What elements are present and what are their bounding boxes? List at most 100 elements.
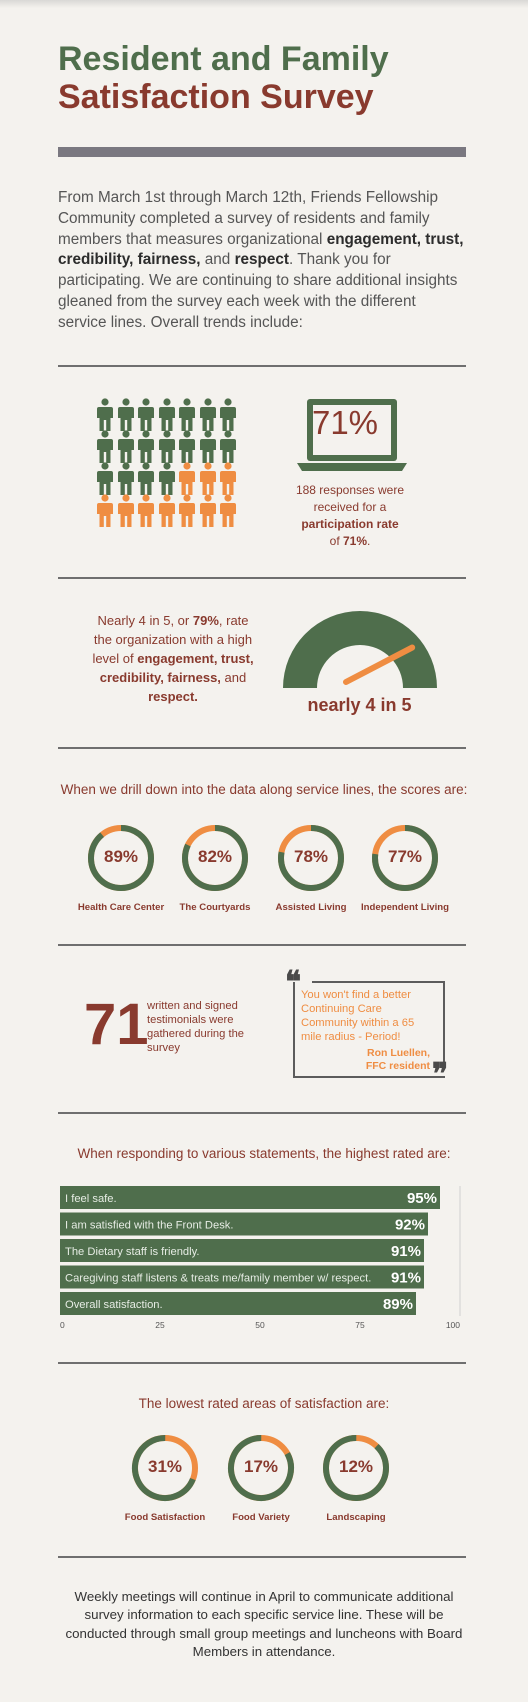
chart-category-label: Caregiving staff listens & treats me/fam… <box>65 1273 371 1285</box>
quote-frame-right <box>443 981 445 1063</box>
chart-tick-label: 0 <box>60 1320 65 1330</box>
chart-tick-label: 25 <box>155 1320 165 1330</box>
person-icon <box>138 430 154 463</box>
page-title: Resident and Family Satisfaction Survey <box>58 40 389 116</box>
chart-value-label: 91% <box>391 1243 421 1260</box>
person-icon <box>138 494 154 527</box>
person-icon <box>97 430 113 463</box>
donut-label: Landscaping <box>326 1512 386 1523</box>
participation-text: 188 responses were received for a partic… <box>290 482 410 550</box>
intro-bold-1: engagement, trust, credibility, fairness… <box>58 230 464 269</box>
gauge-needle <box>343 644 416 685</box>
engagement-text-1: Nearly 4 in 5, or <box>97 613 193 628</box>
lowest-item: 17% Food Variety <box>216 1432 306 1523</box>
closing-paragraph: Weekly meetings will continue in April t… <box>65 1589 463 1660</box>
donut-value: 82% <box>197 847 233 866</box>
lowest-heading: The lowest rated areas of satisfaction a… <box>138 1396 390 1411</box>
chart-bar <box>60 1186 440 1209</box>
person-icon <box>158 430 175 463</box>
person-icon <box>97 462 113 495</box>
donut-value-arc <box>88 825 154 891</box>
participation-text-1: 188 responses were received for a <box>295 483 405 514</box>
participation-percent: 71% <box>311 404 379 441</box>
section-divider <box>58 1556 466 1558</box>
person-icon <box>117 462 134 495</box>
intro-paragraph: From March 1st through March 12th, Frien… <box>58 188 468 334</box>
section-divider <box>58 944 466 946</box>
chart-bar <box>60 1265 424 1289</box>
chart-category-label: I feel safe. <box>65 1193 117 1205</box>
donut-value: 12% <box>338 1457 374 1476</box>
donut-value-arc <box>372 825 438 891</box>
donut-label: Food Satisfaction <box>124 1512 206 1523</box>
close-quote-icon: ❞ <box>432 1057 449 1092</box>
gauge-label: nearly 4 in 5 <box>307 695 412 715</box>
chart-category-label: Overall satisfaction. <box>65 1299 163 1311</box>
quote-frame-top <box>312 981 444 983</box>
quote-author-name: Ron Luellen, <box>367 1047 430 1059</box>
person-icon <box>158 494 175 527</box>
person-icon <box>199 430 216 463</box>
chart-bar <box>60 1212 428 1236</box>
service-line-donut <box>182 825 248 891</box>
person-icon <box>199 462 216 495</box>
lowest-item: 12% Landscaping <box>311 1432 401 1523</box>
donut-value: 31% <box>147 1457 183 1476</box>
person-icon <box>138 462 154 495</box>
intro-text-2: and <box>200 251 235 269</box>
service-lines-heading: When we drill down into the data along s… <box>60 782 468 797</box>
person-icon <box>117 398 134 431</box>
section-divider <box>58 1362 466 1364</box>
engagement-bold-2: engagement, trust, credibility, fairness… <box>99 651 254 685</box>
section-divider <box>58 1112 466 1114</box>
laptop-icon <box>297 399 407 471</box>
person-icon <box>117 494 134 527</box>
donut-label: Health Care Center <box>77 902 165 913</box>
person-icon <box>220 462 236 495</box>
person-icon <box>199 398 216 431</box>
chart-bar <box>60 1292 416 1315</box>
testimonial-count: 71 <box>84 992 149 1057</box>
person-icon <box>158 398 175 431</box>
chart-category-label: The Dietary staff is friendly. <box>65 1246 200 1258</box>
participation-text-2: of <box>329 534 343 548</box>
donut-label: Food Variety <box>232 1512 290 1523</box>
service-line-item: 78% Assisted Living <box>266 822 356 913</box>
donut-label: Independent Living <box>361 902 449 913</box>
chart-value-label: 92% <box>395 1217 425 1234</box>
service-line-donut <box>278 825 344 891</box>
donut-label: Assisted Living <box>275 902 347 913</box>
intro-bold-2: respect <box>234 251 289 269</box>
service-line-donut <box>88 825 154 891</box>
person-icon <box>179 398 195 431</box>
quote-author-role: FFC resident <box>365 1059 430 1072</box>
title-line-2: Satisfaction Survey <box>58 78 374 116</box>
person-icon <box>97 494 113 527</box>
person-icon <box>179 462 195 495</box>
chart-category-label: I am satisfied with the Front Desk. <box>65 1220 234 1232</box>
chart-value-label: 89% <box>383 1296 413 1313</box>
title-divider <box>58 147 466 157</box>
donut-value-arc <box>323 1435 389 1501</box>
person-icon <box>117 430 134 463</box>
gauge-icon <box>283 611 437 688</box>
donut-value-arc <box>278 825 344 891</box>
open-quote-icon: ❝ <box>285 965 302 1000</box>
person-icon <box>220 430 236 463</box>
statements-heading: When responding to various statements, t… <box>77 1146 451 1161</box>
donut-value: 17% <box>243 1457 279 1476</box>
donut-label: The Courtyards <box>179 902 251 913</box>
service-line-donut <box>372 825 438 891</box>
lowest-donut <box>228 1435 294 1501</box>
lowest-donut <box>323 1435 389 1501</box>
intro-text-3: . Thank you for participating. We are co… <box>58 251 458 331</box>
intro-text-1: From March 1st through March 12th, Frien… <box>58 189 439 248</box>
section-divider <box>58 577 466 579</box>
chart-value-label: 91% <box>391 1270 421 1287</box>
lowest-item: 31% Food Satisfaction <box>120 1432 210 1523</box>
quote-text: You won't find a better Continuing Care … <box>301 989 415 1043</box>
engagement-bold-3: respect. <box>148 689 198 704</box>
donut-value: 77% <box>387 847 423 866</box>
lowest-donut <box>132 1435 198 1501</box>
participation-bold-2: 71% <box>342 534 368 548</box>
